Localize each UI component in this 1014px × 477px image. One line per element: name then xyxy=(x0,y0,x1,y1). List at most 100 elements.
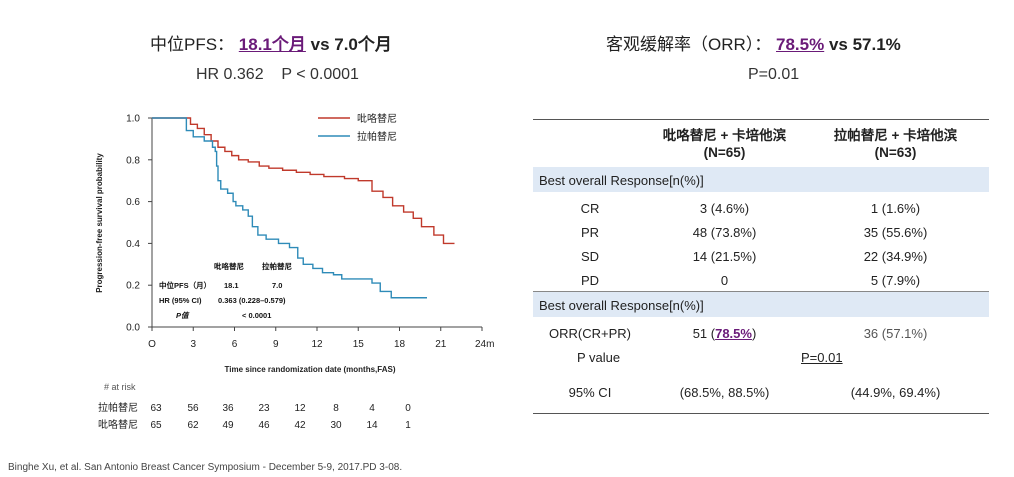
orr-headline: 客观缓解率（ORR）： 78.5% vs 57.1% xyxy=(606,30,901,55)
at-risk-value: 4 xyxy=(369,403,375,414)
at-risk-label-1: 吡咯替尼 xyxy=(98,418,138,431)
row-pr-label: PR xyxy=(580,225,600,240)
table-top-rule xyxy=(533,119,989,120)
row-pvalue: P=0.01 xyxy=(801,350,843,365)
at-risk-label-0: 拉帕替尼 xyxy=(98,401,138,414)
x-tick-label: 6 xyxy=(232,339,238,350)
table-header-col2-name: 拉帕替尼 + 卡培他滨 xyxy=(833,128,958,143)
at-risk-value: 36 xyxy=(222,403,234,414)
row-pd-label: PD xyxy=(580,273,600,288)
row-cr-v1: 3 (4.6%) xyxy=(699,201,750,216)
row-cr-v2: 1 (1.6%) xyxy=(870,201,921,216)
row-orr-label: ORR(CR+PR) xyxy=(549,326,631,341)
at-risk-value: 1 xyxy=(405,420,411,431)
inset-row1-v1: 18.1 xyxy=(224,281,239,290)
orr-label: 客观缓解率（ORR）： xyxy=(606,35,772,54)
km-curve-series-0 xyxy=(152,117,455,245)
row-orr-v2: 36 (57.1%) xyxy=(863,326,928,341)
pfs-headline: 中位PFS： 18.1个月 vs 7.0个月 xyxy=(150,30,392,55)
at-risk-value: 65 xyxy=(150,420,162,431)
section-label-1: Best overall Response[n(%)] xyxy=(539,173,704,188)
inset-row3-value: < 0.0001 xyxy=(242,311,271,320)
row-orr-v1: 51 (78.5%) xyxy=(647,326,802,341)
table-header-col2: 拉帕替尼 + 卡培他滨 (N=63) xyxy=(802,127,989,161)
at-risk-value: 42 xyxy=(294,420,306,431)
table-header-col2-n: (N=63) xyxy=(874,145,917,160)
citation-footnote: Binghe Xu, et al. San Antonio Breast Can… xyxy=(8,462,403,473)
row-pd-v1: 0 xyxy=(720,273,729,288)
section-label-2: Best overall Response[n(%)] xyxy=(539,298,704,313)
row-pd-v2: 5 (7.9%) xyxy=(870,273,921,288)
inset-row1-label: 中位PFS（月） xyxy=(159,280,211,290)
y-tick-label: 0.8 xyxy=(126,155,140,166)
orr-p-text: P=0.01 xyxy=(748,66,800,83)
row-ci-v1: (68.5%, 88.5%) xyxy=(679,385,770,400)
x-tick-label: 3 xyxy=(190,339,196,350)
at-risk-table: # at risk 拉帕替尼 吡咯替尼 63 56 36 23 12 8 4 0 65 62 49 4… xyxy=(98,382,411,431)
km-curves xyxy=(152,117,455,299)
row-sd-label: SD xyxy=(580,249,600,264)
at-risk-value: 12 xyxy=(294,403,306,414)
hr-text: HR 0.362 P < 0.0001 xyxy=(196,66,359,83)
at-risk-value: 46 xyxy=(258,420,270,431)
pfs-value: 18.1个月 xyxy=(238,35,306,54)
x-tick-label: 9 xyxy=(273,339,279,350)
at-risk-title: # at risk xyxy=(104,382,136,392)
at-risk-value: 56 xyxy=(187,403,199,414)
x-tick-label: 15 xyxy=(353,339,365,350)
at-risk-value: 49 xyxy=(222,420,234,431)
pfs-label: 中位PFS： xyxy=(150,35,235,54)
table-header-col1-name: 吡咯替尼 + 卡培他滨 xyxy=(662,128,787,143)
row-cr-label: CR xyxy=(580,201,600,216)
y-tick-label: 0.6 xyxy=(126,197,140,208)
y-tick-label: 0.4 xyxy=(126,239,140,250)
at-risk-value: 62 xyxy=(187,420,199,431)
row-sd-v1: 14 (21.5%) xyxy=(692,249,757,264)
km-inset-table: 吡咯替尼 拉帕替尼 中位PFS（月） 18.1 7.0 HR (95% CI) … xyxy=(159,261,292,320)
table-header-col1: 吡咯替尼 + 卡培他滨 (N=65) xyxy=(647,127,802,161)
orr-comparison: vs 57.1% xyxy=(828,35,901,54)
at-risk-value: 0 xyxy=(405,403,411,414)
orr-value: 78.5% xyxy=(776,35,825,54)
km-xlabel: Time since randomization date (months,FA… xyxy=(225,365,396,374)
km-curve-series-1 xyxy=(152,117,427,299)
row-pr-v1: 48 (73.8%) xyxy=(692,225,757,240)
table-bottom-rule xyxy=(533,413,989,414)
inset-row2-label: HR (95% CI) xyxy=(159,296,202,305)
x-tick-label: 12 xyxy=(311,339,323,350)
y-tick-label: 0.0 xyxy=(126,323,140,334)
y-tick-label: 0.2 xyxy=(126,281,140,292)
inset-row2-value: 0.363 (0.228–0.579) xyxy=(218,296,286,305)
at-risk-value: 30 xyxy=(330,420,342,431)
inset-row3-label: P值 xyxy=(176,311,190,320)
inset-col1: 吡咯替尼 xyxy=(214,261,244,271)
x-tick-label: O xyxy=(148,339,156,350)
x-tick-label: 18 xyxy=(394,339,406,350)
orr-v1-prefix: 51 ( xyxy=(692,326,716,341)
y-tick-label: 1.0 xyxy=(126,114,140,125)
inset-col2: 拉帕替尼 xyxy=(262,261,292,271)
orr-v1-value: 78.5% xyxy=(715,326,752,341)
km-legend: 吡咯替尼 拉帕替尼 xyxy=(318,112,397,143)
km-chart: 0.00.20.40.60.81.0O 3 6 9 12 15 18 21 24m 吡咯替尼 拉… xyxy=(95,112,494,431)
row-ci-label: 95% CI xyxy=(568,385,612,400)
x-tick-label: 21 xyxy=(435,339,447,350)
at-risk-value: 14 xyxy=(366,420,378,431)
section-band-1 xyxy=(533,167,989,192)
table-header-col1-n: (N=65) xyxy=(703,145,746,160)
row-pvalue-label: P value xyxy=(577,350,621,365)
legend-label-lapatinib: 拉帕替尼 xyxy=(357,130,397,143)
row-ci-v2: (44.9%, 69.4%) xyxy=(850,385,941,400)
inset-row1-v2: 7.0 xyxy=(272,281,282,290)
km-axes: 0.0 0.2 0.4 0.6 0.8 1.0 O 3 6 9 12 15 18 21 24m xyxy=(126,114,494,351)
orr-v1-suffix: ) xyxy=(751,326,757,341)
section-divider xyxy=(533,291,989,292)
section-band-2 xyxy=(533,292,989,317)
x-tick-label: 24m xyxy=(475,339,494,350)
km-ylabel: Progression-free survival probability xyxy=(95,153,104,293)
legend-label-pyrotinib: 吡咯替尼 xyxy=(357,112,397,125)
pfs-comparison: vs 7.0个月 xyxy=(310,35,392,54)
row-pr-v2: 35 (55.6%) xyxy=(863,225,928,240)
row-sd-v2: 22 (34.9%) xyxy=(863,249,928,264)
at-risk-value: 8 xyxy=(333,403,339,414)
